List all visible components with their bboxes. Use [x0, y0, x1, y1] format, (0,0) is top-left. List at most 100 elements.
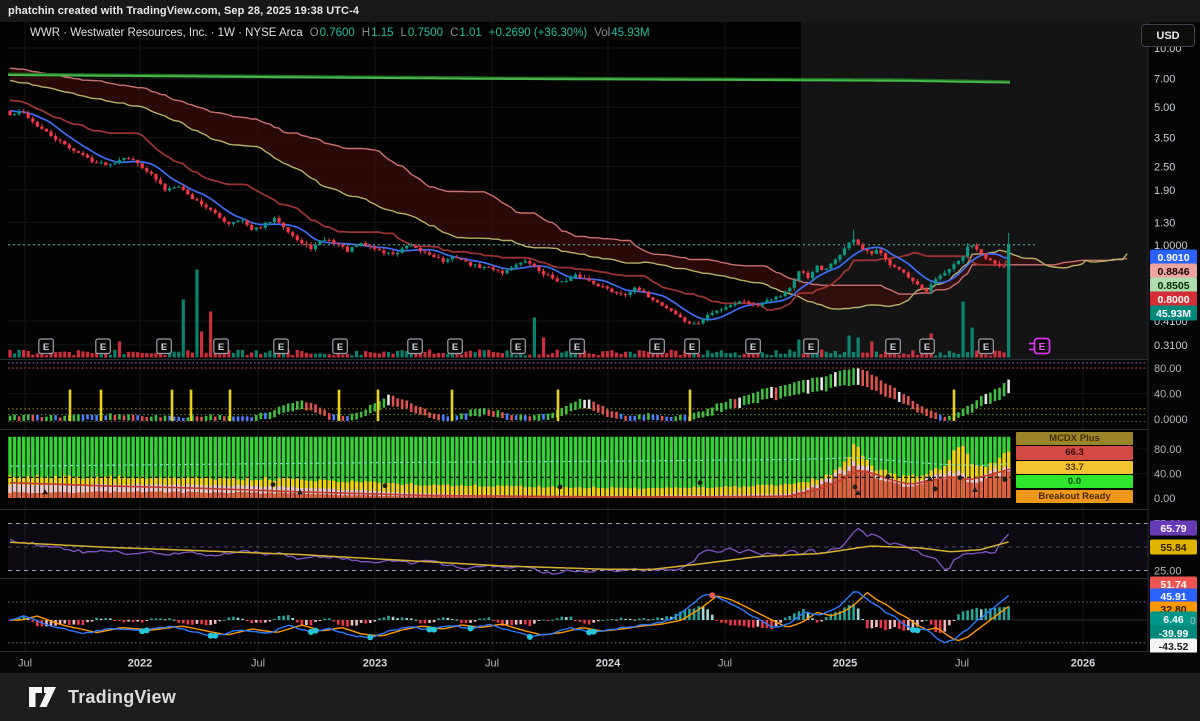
symbol-title[interactable]: WWR · Westwater Resources, Inc. · 1W · N… [30, 27, 303, 39]
svg-text:2023: 2023 [363, 658, 387, 670]
svg-text:E: E [574, 342, 580, 353]
earnings-marker[interactable]: E [156, 338, 172, 355]
svg-text:0.9010: 0.9010 [1157, 252, 1189, 264]
earnings-marker[interactable]: E [684, 338, 700, 355]
svg-text:2.50: 2.50 [1154, 161, 1175, 173]
squeeze-spike [337, 389, 341, 421]
svg-text:E: E [278, 342, 284, 353]
svg-text:E: E [808, 342, 814, 353]
svg-text:E: E [515, 342, 521, 353]
watermark-text: phatchin created with TradingView.com, S… [8, 5, 360, 17]
earnings-marker[interactable]: E [745, 338, 761, 355]
earnings-marker[interactable]: E [407, 338, 423, 355]
svg-text:25.00: 25.00 [1154, 566, 1182, 578]
time-axis[interactable]: Jul 2022 Jul 2023 Jul 2024 Jul 2025 Jul 2026 [0, 652, 1200, 674]
squeeze-spike [688, 389, 692, 421]
price-badge: 45.91 [1150, 588, 1197, 604]
svg-text:45.91: 45.91 [1160, 591, 1186, 603]
squeeze-spike [99, 389, 103, 421]
long-ma-lines [7, 72, 1011, 84]
earnings-marker[interactable]: E [332, 338, 348, 355]
mcdx-teal-avg [10, 456, 1011, 467]
blue-ma-line [9, 109, 1009, 321]
squeeze-spike [450, 389, 454, 421]
watermark-strip: phatchin created with TradingView.com, S… [0, 0, 1200, 22]
mcdx-legend-breakout-ready: Breakout Ready [1016, 489, 1133, 503]
close-value: 1.01 [459, 27, 482, 39]
price-badge: 6.46 [1150, 611, 1197, 627]
svg-text:E: E [100, 342, 106, 353]
currency-toggle-button[interactable]: USD [1141, 24, 1195, 47]
svg-text:E: E [43, 342, 49, 353]
symbol-info-bar[interactable]: WWR · Westwater Resources, Inc. · 1W · N… [30, 27, 650, 39]
svg-text:E: E [689, 342, 695, 353]
tradingview-logo-icon[interactable] [28, 684, 58, 710]
earnings-marker[interactable]: E [95, 338, 111, 355]
svg-text:E: E [654, 342, 660, 353]
squeeze-spike [189, 389, 193, 421]
ichimoku-cloud [9, 67, 1128, 310]
svg-text:45.93M: 45.93M [1156, 308, 1191, 320]
squeeze-spike [170, 389, 174, 421]
pane-separators[interactable] [0, 22, 1200, 673]
high-label: H [361, 27, 371, 39]
svg-text:Jul: Jul [251, 658, 265, 670]
svg-text:E: E [337, 342, 343, 353]
svg-text:E: E [983, 342, 989, 353]
kijun-line [9, 99, 1010, 312]
svg-text:Jul: Jul [955, 658, 969, 670]
low-value: 0.7500 [407, 27, 444, 39]
macd-line [9, 591, 1010, 644]
mcdx-legend-banker-level: 66.3 [1016, 446, 1133, 460]
earnings-marker[interactable]: E [447, 338, 463, 355]
svg-text:E: E [452, 342, 458, 353]
svg-text:Jul: Jul [485, 658, 499, 670]
candles [8, 108, 1011, 325]
upcoming-earnings-marker[interactable]: E [1029, 337, 1051, 355]
earnings-marker[interactable]: E [978, 338, 994, 355]
senkou-b-line [9, 67, 1128, 295]
price-badge: -43.52 [1150, 638, 1197, 654]
mcdx-plus-pane[interactable] [8, 436, 1014, 498]
rsi-line [9, 527, 1010, 575]
svg-text:55.84: 55.84 [1160, 542, 1186, 554]
momentum-pane[interactable] [8, 362, 1148, 423]
mcdx-plus-legend: MCDX Plus 66.3 33.7 0.0 Breakout Ready [1016, 432, 1133, 504]
price-badge: 55.84 [1150, 539, 1197, 555]
svg-text:E: E [890, 342, 896, 353]
high-value: 1.15 [371, 27, 394, 39]
svg-text:0.8000: 0.8000 [1157, 294, 1189, 306]
earnings-marker[interactable]: E [510, 338, 526, 355]
green-ma-fast [7, 73, 1011, 84]
rsi-ma-line [9, 541, 1009, 571]
earnings-marker[interactable]: E [885, 338, 901, 355]
earnings-marker[interactable]: E [38, 338, 54, 355]
tradingview-brand-text[interactable]: TradingView [68, 686, 176, 707]
rsi-pane[interactable] [8, 523, 1148, 575]
earnings-marker[interactable]: E [273, 338, 289, 355]
svg-text:E: E [1039, 342, 1046, 353]
price-axis[interactable]: 10.007.005.003.502.501.901.301.00000.410… [1150, 43, 1197, 654]
svg-text:Jul: Jul [18, 658, 32, 670]
svg-text:80.00: 80.00 [1154, 444, 1182, 456]
svg-text:0: 0 [1190, 616, 1196, 627]
svg-text:E: E [161, 342, 167, 353]
low-label: L [400, 27, 407, 39]
earnings-marker[interactable]: E [649, 338, 665, 355]
svg-text:-39.99: -39.99 [1159, 628, 1189, 640]
earnings-marker[interactable]: E [569, 338, 585, 355]
earnings-marker[interactable]: E [919, 338, 935, 355]
macd-pane[interactable] [8, 591, 1148, 644]
svg-text:0.8846: 0.8846 [1157, 266, 1189, 278]
svg-text:40.00: 40.00 [1154, 469, 1182, 481]
svg-text:-43.52: -43.52 [1159, 641, 1189, 653]
kumo-cloud-fill [10, 68, 1128, 310]
svg-text:0.00: 0.00 [1154, 493, 1175, 505]
svg-text:1.30: 1.30 [1154, 217, 1175, 229]
svg-text:3.50: 3.50 [1154, 133, 1175, 145]
svg-text:E: E [924, 342, 930, 353]
earnings-marker[interactable]: E [213, 338, 229, 355]
earnings-marker[interactable]: E [803, 338, 819, 355]
